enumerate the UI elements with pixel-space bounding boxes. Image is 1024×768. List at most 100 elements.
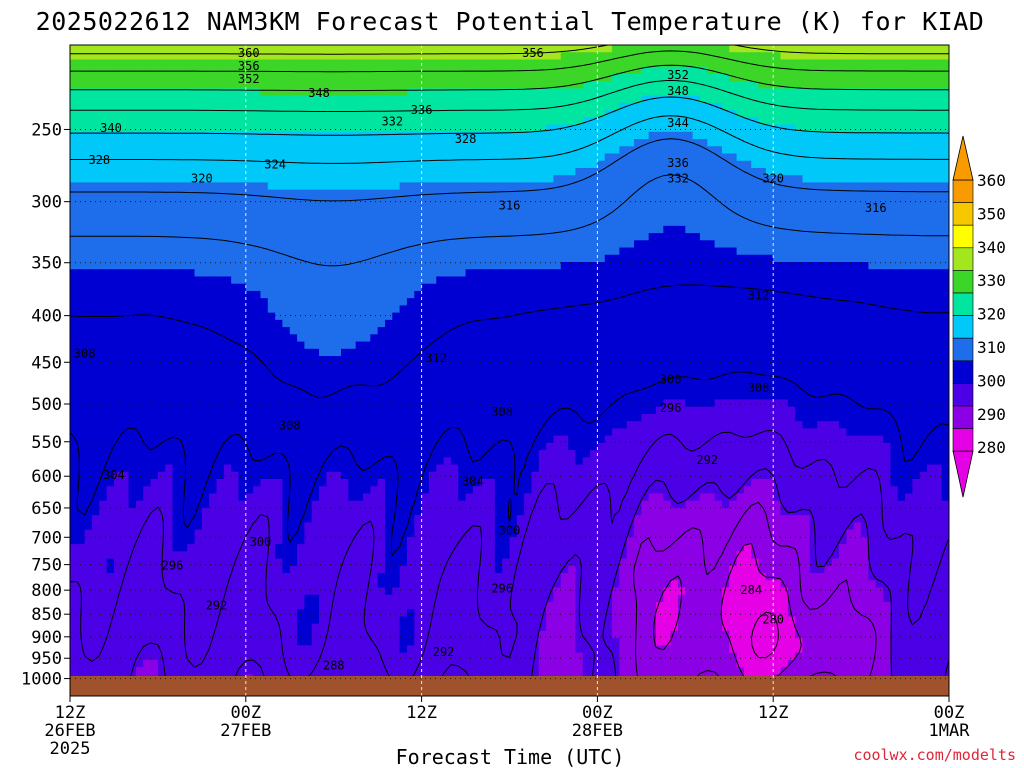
theta-cell (370, 146, 379, 155)
theta-cell (392, 290, 401, 299)
theta-cell (238, 139, 247, 147)
theta-cell (245, 204, 254, 212)
theta-cell (421, 312, 430, 321)
theta-cell (143, 290, 152, 299)
theta-cell (560, 233, 569, 241)
theta-cell (267, 211, 276, 220)
theta-cell (575, 73, 584, 82)
theta-cell (802, 225, 811, 234)
theta-cell (355, 225, 364, 234)
theta-cell (289, 66, 298, 75)
theta-cell (216, 81, 225, 89)
theta-cell (165, 204, 174, 212)
theta-cell (311, 73, 320, 82)
theta-cell (443, 283, 452, 292)
theta-cell (428, 117, 437, 126)
theta-cell (84, 262, 93, 270)
theta-cell (414, 319, 423, 328)
theta-cell (421, 196, 430, 205)
theta-cell (99, 290, 108, 299)
theta-cell (289, 269, 298, 278)
theta-cell (223, 319, 232, 328)
theta-cell (282, 204, 291, 212)
theta-cell (890, 167, 899, 176)
theta-cell (260, 283, 269, 292)
theta-cell (546, 247, 555, 256)
theta-cell (428, 341, 437, 350)
theta-cell (905, 124, 913, 133)
theta-cell (326, 175, 335, 184)
theta-cell (275, 233, 284, 241)
theta-cell (311, 269, 320, 278)
theta-cell (275, 276, 284, 285)
theta-cell (370, 196, 379, 205)
theta-cell (685, 276, 694, 285)
theta-cell (392, 160, 401, 169)
theta-cell (326, 110, 335, 118)
theta-cell (414, 124, 423, 133)
theta-cell (831, 240, 840, 249)
theta-cell (421, 225, 430, 234)
theta-cell (297, 81, 305, 89)
theta-cell (568, 334, 577, 343)
theta-cell (707, 276, 716, 285)
theta-cell (311, 312, 320, 321)
theta-cell (883, 262, 891, 270)
theta-cell (685, 334, 694, 343)
theta-cell (897, 196, 906, 205)
theta-cell (436, 110, 445, 118)
theta-cell (179, 319, 188, 328)
theta-cell (861, 59, 870, 68)
theta-cell (839, 233, 848, 241)
theta-cell (846, 225, 855, 234)
theta-cell (399, 196, 408, 205)
theta-cell (260, 196, 269, 205)
theta-cell (941, 247, 949, 256)
theta-cell (260, 95, 269, 104)
theta-cell (179, 211, 188, 220)
theta-cell (905, 153, 913, 162)
theta-cell (157, 110, 166, 118)
theta-cell (531, 341, 540, 350)
theta-cell (780, 153, 789, 162)
theta-cell (121, 204, 130, 212)
theta-cell (831, 305, 840, 314)
theta-cell (245, 131, 254, 140)
theta-cell (377, 124, 386, 133)
theta-cell (612, 52, 620, 61)
theta-cell (450, 139, 459, 147)
theta-cell (172, 319, 181, 328)
theta-cell (677, 233, 686, 241)
theta-cell (831, 81, 840, 89)
theta-cell (927, 233, 935, 241)
theta-cell (670, 124, 679, 133)
theta-cell (384, 218, 393, 227)
theta-cell (941, 59, 949, 68)
theta-cell (619, 290, 628, 299)
theta-cell (472, 102, 481, 111)
theta-cell (780, 146, 789, 155)
theta-cell (604, 73, 613, 82)
theta-cell (135, 225, 144, 234)
theta-cell (179, 247, 188, 256)
theta-cell (890, 262, 899, 270)
theta-cell (839, 160, 848, 169)
theta-cell (787, 45, 796, 53)
theta-cell (524, 182, 533, 191)
theta-cell (384, 189, 393, 198)
theta-cell (575, 52, 584, 61)
theta-cell (289, 233, 298, 241)
theta-cell (919, 52, 928, 61)
theta-cell (143, 218, 152, 227)
theta-cell (99, 225, 108, 234)
theta-cell (773, 327, 782, 335)
theta-cell (128, 124, 137, 133)
theta-cell (333, 131, 342, 140)
theta-cell (934, 327, 943, 335)
theta-cell (311, 225, 320, 234)
theta-cell (326, 218, 335, 227)
theta-cell (245, 283, 254, 292)
theta-cell (179, 131, 188, 140)
theta-cell (113, 88, 122, 97)
theta-cell (780, 283, 789, 292)
